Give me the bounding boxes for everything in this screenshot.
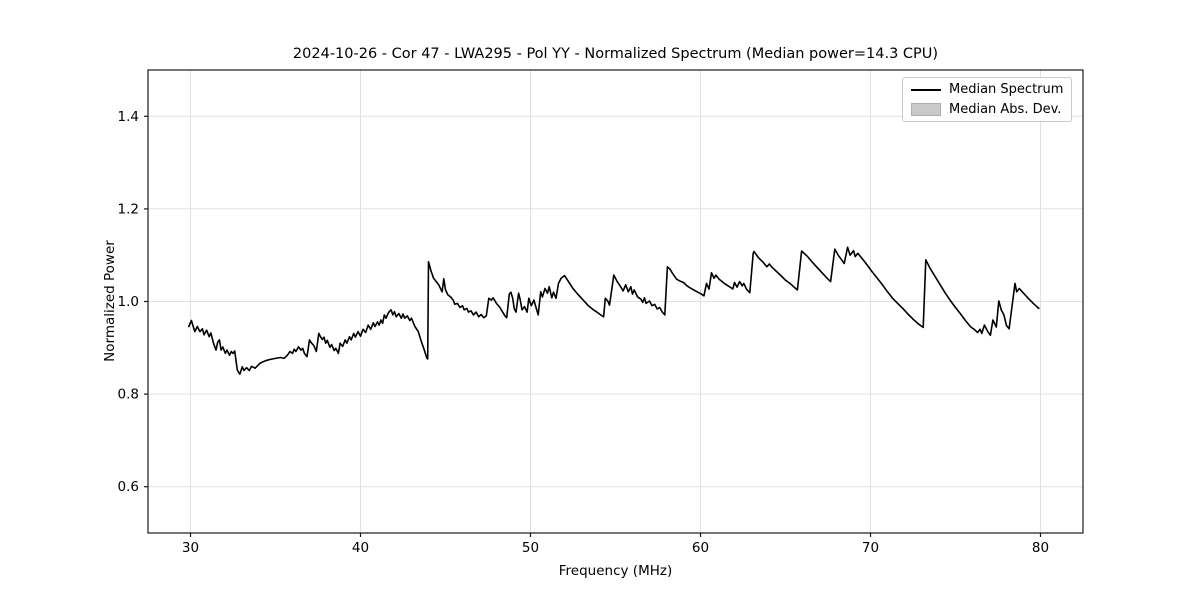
legend-item-median-spectrum: Median Spectrum (911, 81, 1063, 98)
chart-title: 2024-10-26 - Cor 47 - LWA295 - Pol YY - … (292, 46, 939, 62)
y-tick-label: 0.8 (118, 387, 139, 403)
x-tick-label: 60 (692, 540, 709, 556)
y-tick-label: 0.6 (118, 479, 139, 495)
x-axis-label: Frequency (MHz) (558, 563, 673, 579)
median-spectrum-line-swatch-icon (911, 88, 941, 91)
x-tick-label: 80 (1032, 540, 1049, 556)
x-tick-label: 40 (352, 540, 369, 556)
y-tick-label: 1.2 (118, 201, 139, 217)
y-axis-label: Normalized Power (102, 240, 118, 362)
legend: Median Spectrum Median Abs. Dev. (902, 77, 1072, 122)
legend-label: Median Spectrum (949, 82, 1064, 97)
y-tick-label: 1.4 (118, 109, 139, 125)
y-tick-label: 1.0 (118, 294, 139, 310)
x-tick-label: 50 (522, 540, 539, 556)
legend-label: Median Abs. Dev. (949, 102, 1062, 117)
legend-item-median-abs-dev: Median Abs. Dev. (911, 101, 1063, 118)
x-tick-label: 70 (862, 540, 879, 556)
x-tick-label: 30 (182, 540, 199, 556)
median-spectrum-line (188, 246, 1040, 375)
median-abs-dev-patch-swatch-icon (911, 103, 941, 116)
